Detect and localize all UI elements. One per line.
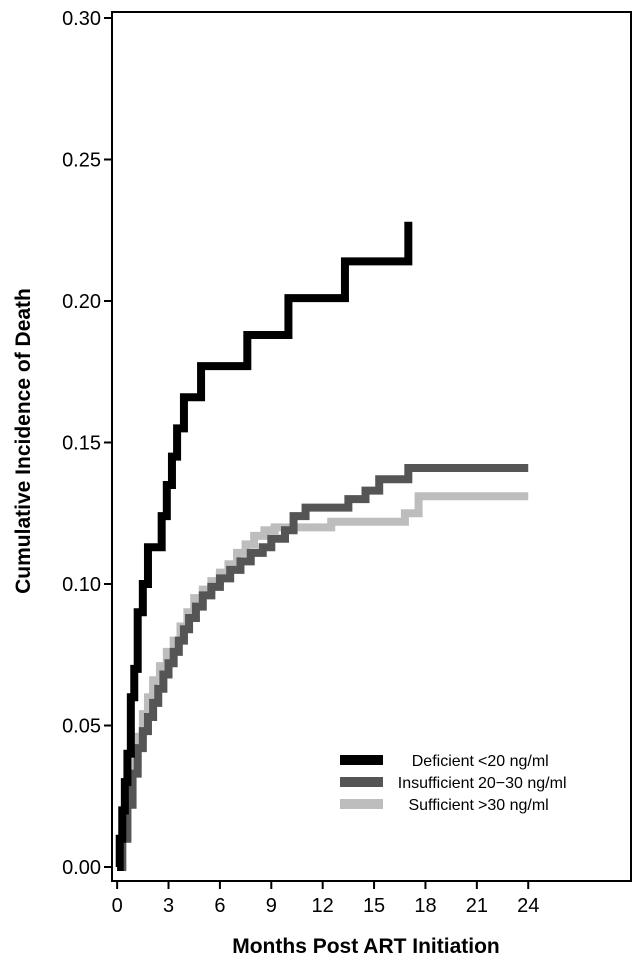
y-tick-label: 0.10 <box>62 574 101 596</box>
x-tick-label: 6 <box>214 895 225 917</box>
series-lines <box>115 221 529 871</box>
x-tick-label: 21 <box>466 895 488 917</box>
y-tick-label: 0.30 <box>62 8 101 30</box>
y-tick-label: 0.05 <box>62 716 101 738</box>
y-tick-label: 0.00 <box>62 857 101 879</box>
x-tick-label: 9 <box>266 895 277 917</box>
plot-frame <box>111 11 632 882</box>
x-tick-label: 3 <box>163 895 174 917</box>
series-line-insufficient <box>117 463 529 871</box>
legend-label-insufficient: Insufficient <box>398 775 475 792</box>
series-line-deficient <box>115 221 413 871</box>
x-tick-label: 12 <box>312 895 334 917</box>
x-tick-label: 0 <box>112 895 123 917</box>
x-axis-ticks: 0 3 6 9 12 15 18 21 24 <box>112 881 539 917</box>
y-axis-ticks: 0.00 0.05 0.10 0.15 0.20 0.25 0.30 <box>62 8 112 879</box>
x-axis-title: Months Post ART Initiation <box>232 935 500 958</box>
y-axis-title: Cumulative Incidence of Death <box>12 288 35 594</box>
legend-range-insufficient: 20−30 ng/ml <box>478 775 567 792</box>
legend-label-sufficient: Sufficient <box>408 797 474 814</box>
y-tick-label: 0.25 <box>62 150 101 172</box>
x-tick-label: 24 <box>517 895 539 917</box>
x-tick-label: 15 <box>363 895 385 917</box>
y-tick-label: 0.15 <box>62 433 101 455</box>
legend-range-sufficient: >30 ng/ml <box>478 797 549 814</box>
y-tick-label: 0.20 <box>62 291 101 313</box>
legend-label-deficient: Deficient <box>412 753 475 770</box>
legend-range-deficient: <20 ng/ml <box>478 753 549 770</box>
x-tick-label: 18 <box>414 895 436 917</box>
